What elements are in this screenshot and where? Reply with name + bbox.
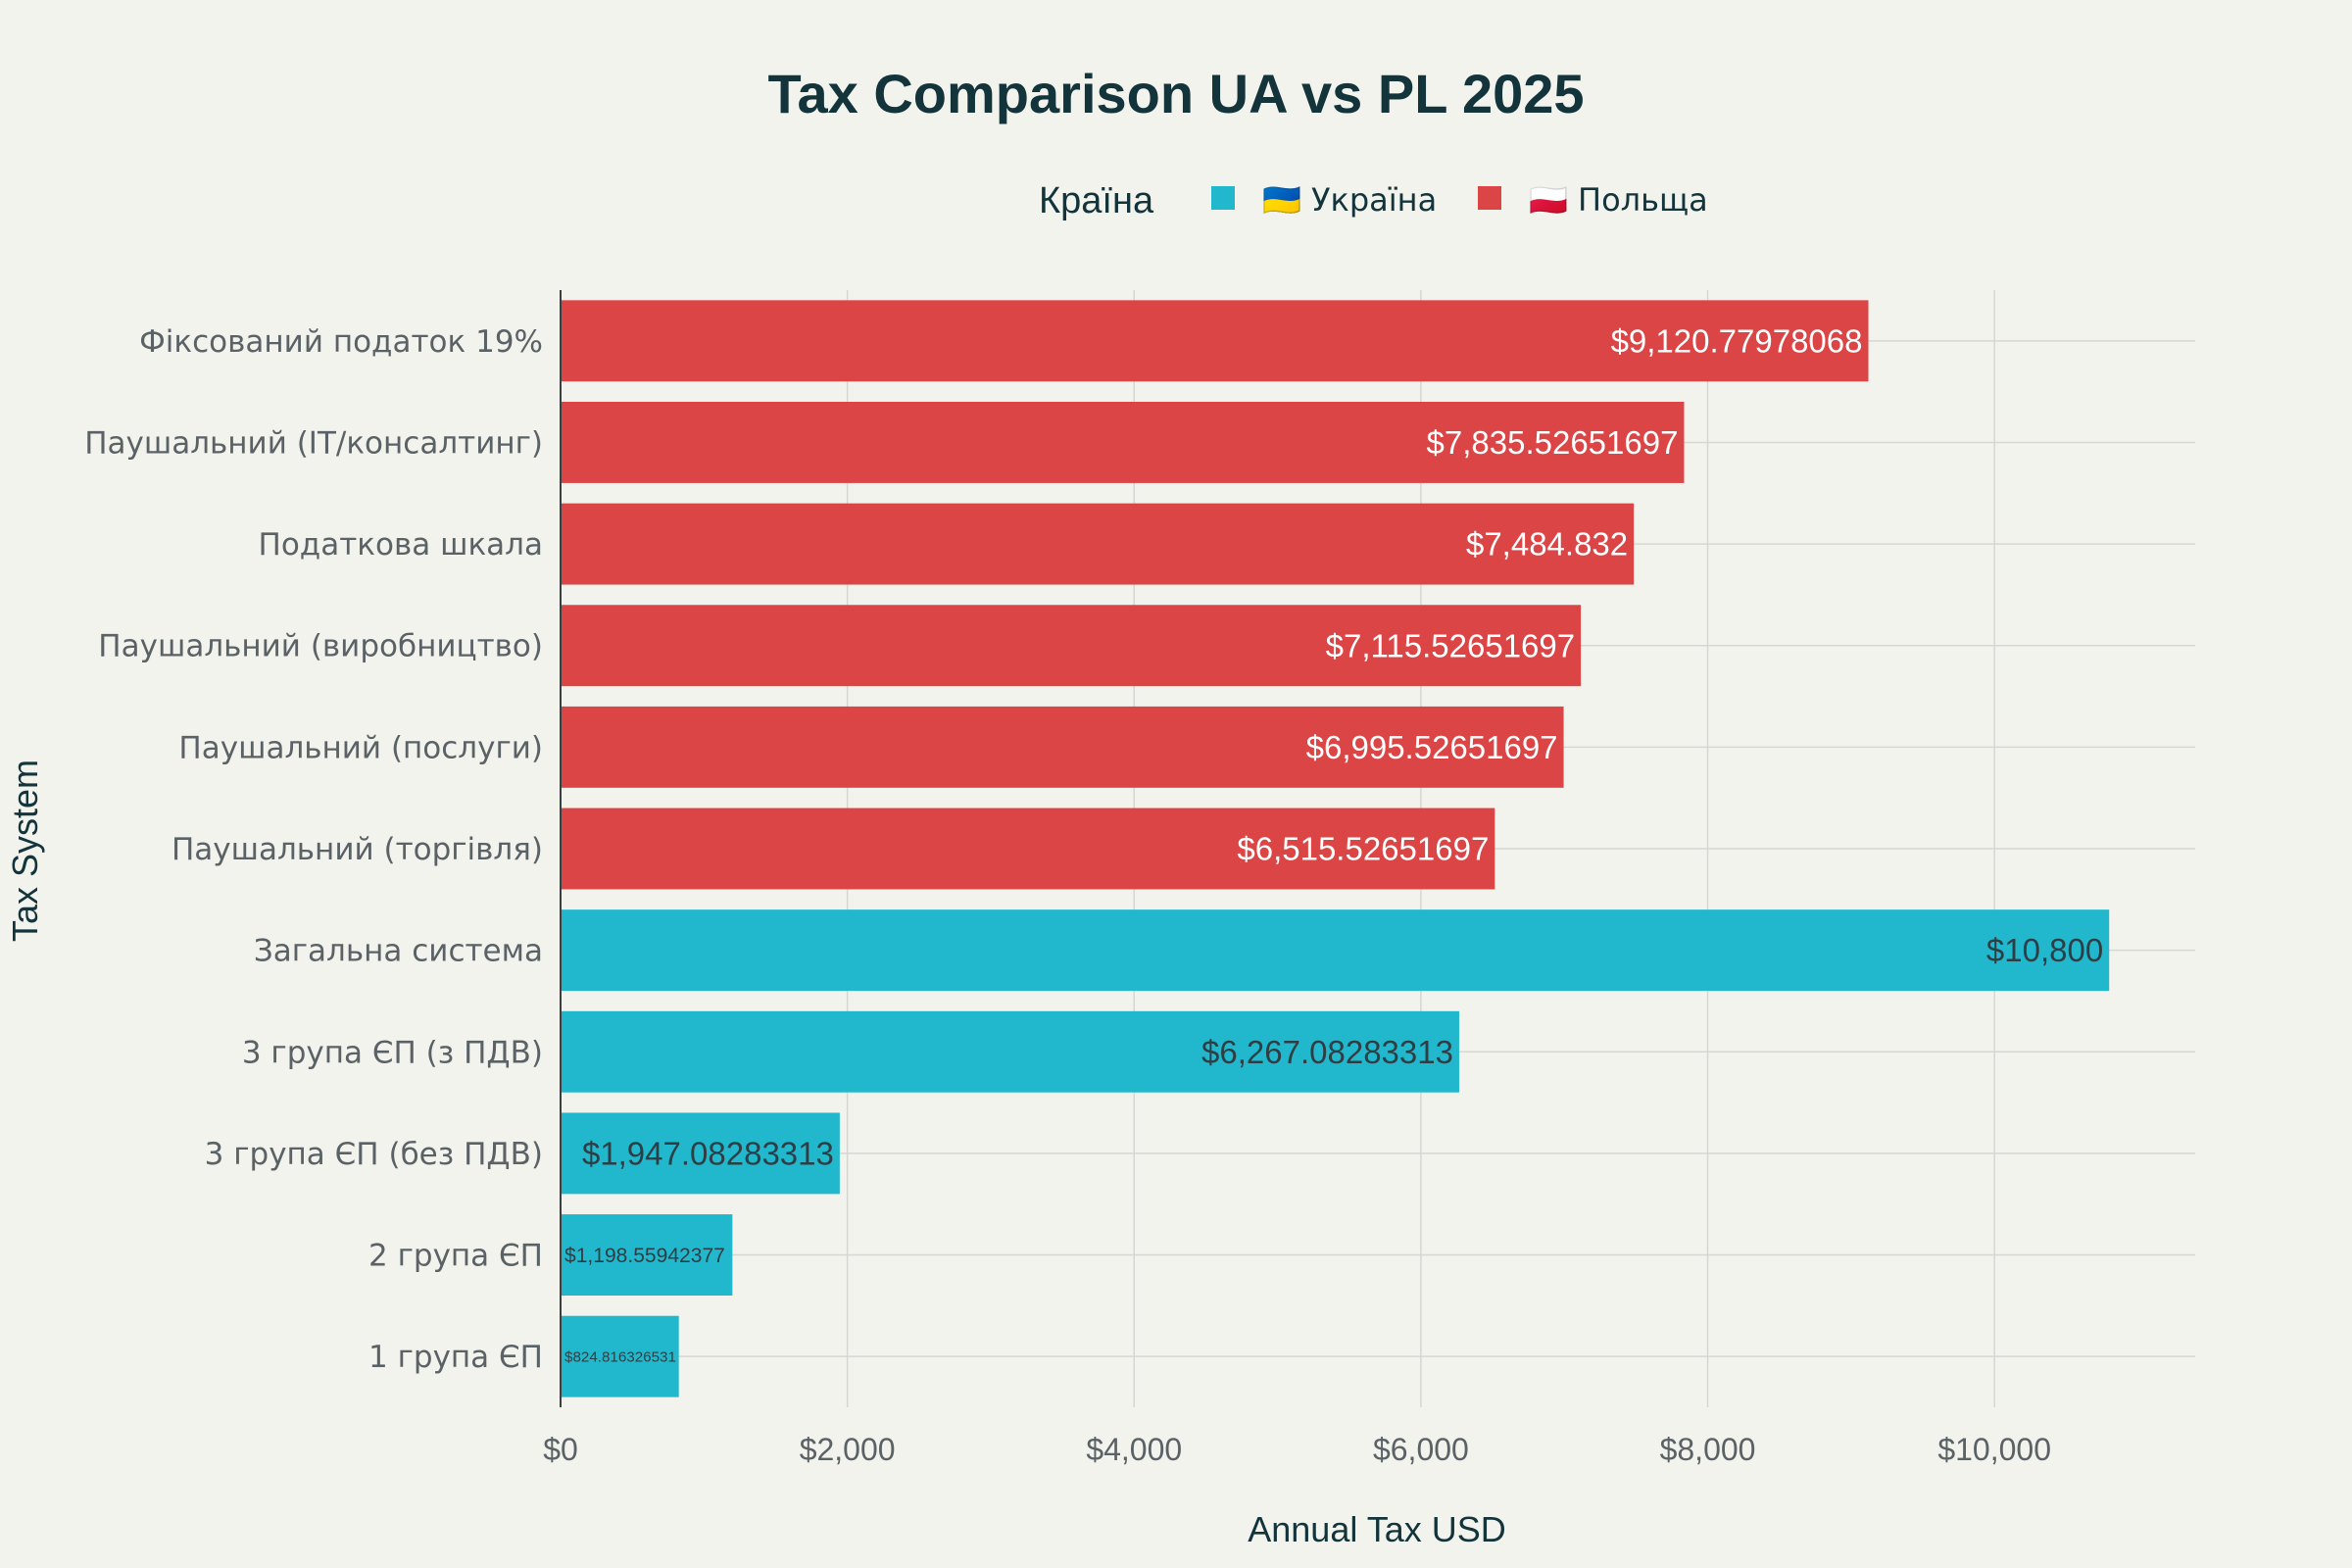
legend-title: Країна	[1039, 180, 1154, 221]
bar-value-labels: $9,120.77978068 $7,835.52651697 $7,484.832…	[564, 322, 2103, 1365]
bars	[561, 300, 2110, 1397]
category-label: 2 група ЄП	[368, 1239, 543, 1274]
bar-value-label: $6,995.52651697	[1306, 729, 1558, 765]
legend-swatch-poland	[1478, 186, 1501, 210]
category-label: Паушальний (виробництво)	[98, 629, 543, 664]
bar	[561, 503, 1635, 585]
bar	[561, 808, 1495, 890]
bar	[561, 1214, 733, 1296]
chart-title: Tax Comparison UA vs PL 2025	[767, 63, 1584, 124]
bar-value-label: $7,835.52651697	[1427, 424, 1679, 461]
bar	[561, 1315, 679, 1397]
bar	[561, 909, 2110, 992]
bar	[561, 706, 1564, 788]
bar	[561, 300, 1869, 382]
bar-value-label: $6,515.52651697	[1237, 831, 1489, 867]
category-label: Паушальний (послуги)	[178, 730, 543, 765]
bar	[561, 402, 1685, 483]
bar-value-label: $9,120.77978068	[1611, 322, 1863, 359]
bar-value-label: $7,484.832	[1466, 526, 1628, 563]
category-label: Паушальний (торгівля)	[172, 832, 543, 867]
category-label: 3 група ЄП (без ПДВ)	[205, 1137, 543, 1172]
bar-value-label: $1,198.55942377	[564, 1245, 725, 1267]
x-tick-label: $0	[543, 1432, 578, 1467]
x-tick-labels: $0 $2,000 $4,000 $6,000 $8,000 $10,000	[543, 1432, 2051, 1467]
x-tick-label: $10,000	[1937, 1432, 2051, 1467]
bar	[561, 605, 1582, 687]
legend: Країна 🇺🇦 Україна 🇵🇱 Польща	[1039, 180, 1708, 221]
x-axis-title: Annual Tax USD	[1248, 1509, 1505, 1549]
x-tick-label: $2,000	[800, 1432, 896, 1467]
category-label: 3 група ЄП (з ПДВ)	[242, 1035, 543, 1070]
x-tick-label: $4,000	[1086, 1432, 1182, 1467]
x-tick-label: $8,000	[1660, 1432, 1756, 1467]
legend-label-poland: 🇵🇱 Польща	[1529, 181, 1708, 219]
bar	[561, 1010, 1459, 1093]
category-labels: Фіксований податок 19% Паушальний (IT/кон…	[84, 324, 543, 1375]
x-tick-label: $6,000	[1373, 1432, 1469, 1467]
legend-label-ukraine: 🇺🇦 Україна	[1262, 181, 1437, 219]
bar-value-label: $10,800	[1986, 932, 2103, 968]
y-axis-title: Tax System	[5, 760, 45, 942]
bar-value-label: $7,115.52651697	[1326, 627, 1575, 663]
category-label: Фіксований податок 19%	[139, 324, 543, 360]
category-label: Загальна система	[254, 934, 543, 969]
category-label: Паушальний (IT/консалтинг)	[84, 425, 543, 461]
category-label: 1 група ЄП	[368, 1340, 543, 1375]
bar-value-label: $1,947.08283313	[582, 1135, 834, 1171]
bar-value-label: $824.816326531	[564, 1348, 676, 1365]
bar	[561, 1112, 840, 1195]
bar-value-label: $6,267.08283313	[1201, 1034, 1453, 1070]
category-label: Податкова шкала	[259, 527, 543, 563]
legend-swatch-ukraine	[1211, 186, 1235, 210]
